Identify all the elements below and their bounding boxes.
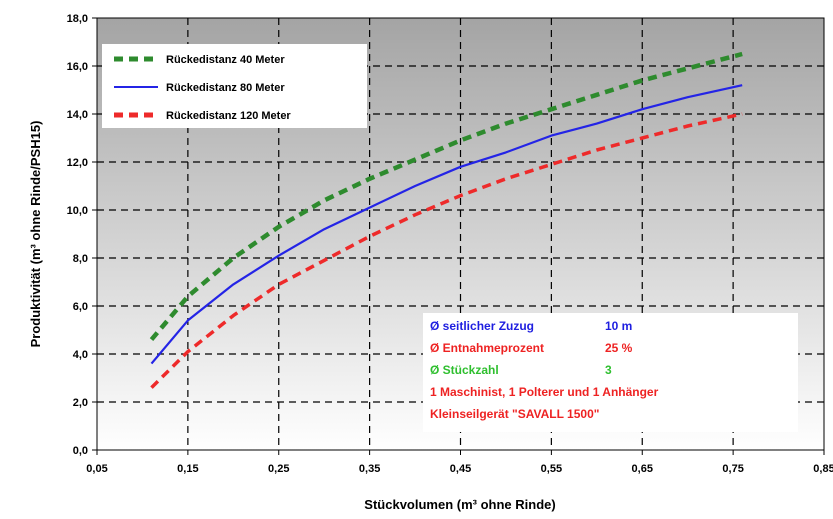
y-tick-label: 18,0 bbox=[67, 13, 88, 25]
legend-label-40m: Rückedistanz 40 Meter bbox=[166, 54, 285, 66]
info-count-label: Ø Stückzahl bbox=[430, 363, 499, 377]
info-crew: 1 Maschinist, 1 Polterer und 1 Anhänger bbox=[430, 385, 659, 399]
y-tick-label: 14,0 bbox=[67, 109, 88, 121]
info-removal-label: Ø Entnahmeprozent bbox=[430, 341, 544, 355]
x-tick-label: 0,85 bbox=[813, 463, 833, 475]
info-box-background bbox=[423, 313, 798, 432]
x-tick-label: 0,35 bbox=[359, 463, 380, 475]
info-machine: Kleinseilgerät "SAVALL 1500" bbox=[430, 407, 599, 421]
y-axis-title: Produktivität (m³ ohne Rinde/PSH15) bbox=[28, 121, 43, 348]
x-tick-label: 0,25 bbox=[268, 463, 289, 475]
y-tick-label: 10,0 bbox=[67, 205, 88, 217]
info-lateral-label: Ø seitlicher Zuzug bbox=[430, 319, 534, 333]
legend-label-120m: Rückedistanz 120 Meter bbox=[166, 110, 291, 122]
legend-label-80m: Rückedistanz 80 Meter bbox=[166, 82, 285, 94]
x-tick-label: 0,15 bbox=[177, 463, 198, 475]
info-lateral-value: 10 m bbox=[605, 319, 632, 333]
y-tick-label: 0,0 bbox=[73, 445, 88, 457]
y-tick-label: 16,0 bbox=[67, 61, 88, 73]
x-tick-label: 0,65 bbox=[632, 463, 653, 475]
x-tick-label: 0,05 bbox=[86, 463, 107, 475]
series-lines bbox=[149, 51, 743, 389]
info-removal-value: 25 % bbox=[605, 341, 633, 355]
x-tick-label: 0,55 bbox=[541, 463, 562, 475]
axis-ticks: 0,0 2,0 4,0 6,0 8,0 10,0 12,0 14,0 16,0 18,0 0,05 0… bbox=[67, 13, 833, 475]
series-line-40m bbox=[149, 51, 743, 342]
x-axis-title: Stückvolumen (m³ ohne Rinde) bbox=[364, 497, 555, 512]
info-count-value: 3 bbox=[605, 363, 612, 377]
y-tick-label: 4,0 bbox=[73, 349, 88, 361]
info-box: Ø seitlicher Zuzug 10 m Ø Entnahmeprozen… bbox=[423, 313, 798, 432]
x-tick-label: 0,75 bbox=[722, 463, 743, 475]
series-line-80m bbox=[150, 84, 743, 365]
y-tick-label: 12,0 bbox=[67, 157, 88, 169]
y-tick-label: 6,0 bbox=[73, 301, 88, 313]
x-tick-label: 0,45 bbox=[450, 463, 471, 475]
legend: Rückedistanz 40 Meter Rückedistanz 80 Me… bbox=[102, 44, 367, 128]
y-tick-label: 8,0 bbox=[73, 253, 88, 265]
y-tick-label: 2,0 bbox=[73, 397, 88, 409]
